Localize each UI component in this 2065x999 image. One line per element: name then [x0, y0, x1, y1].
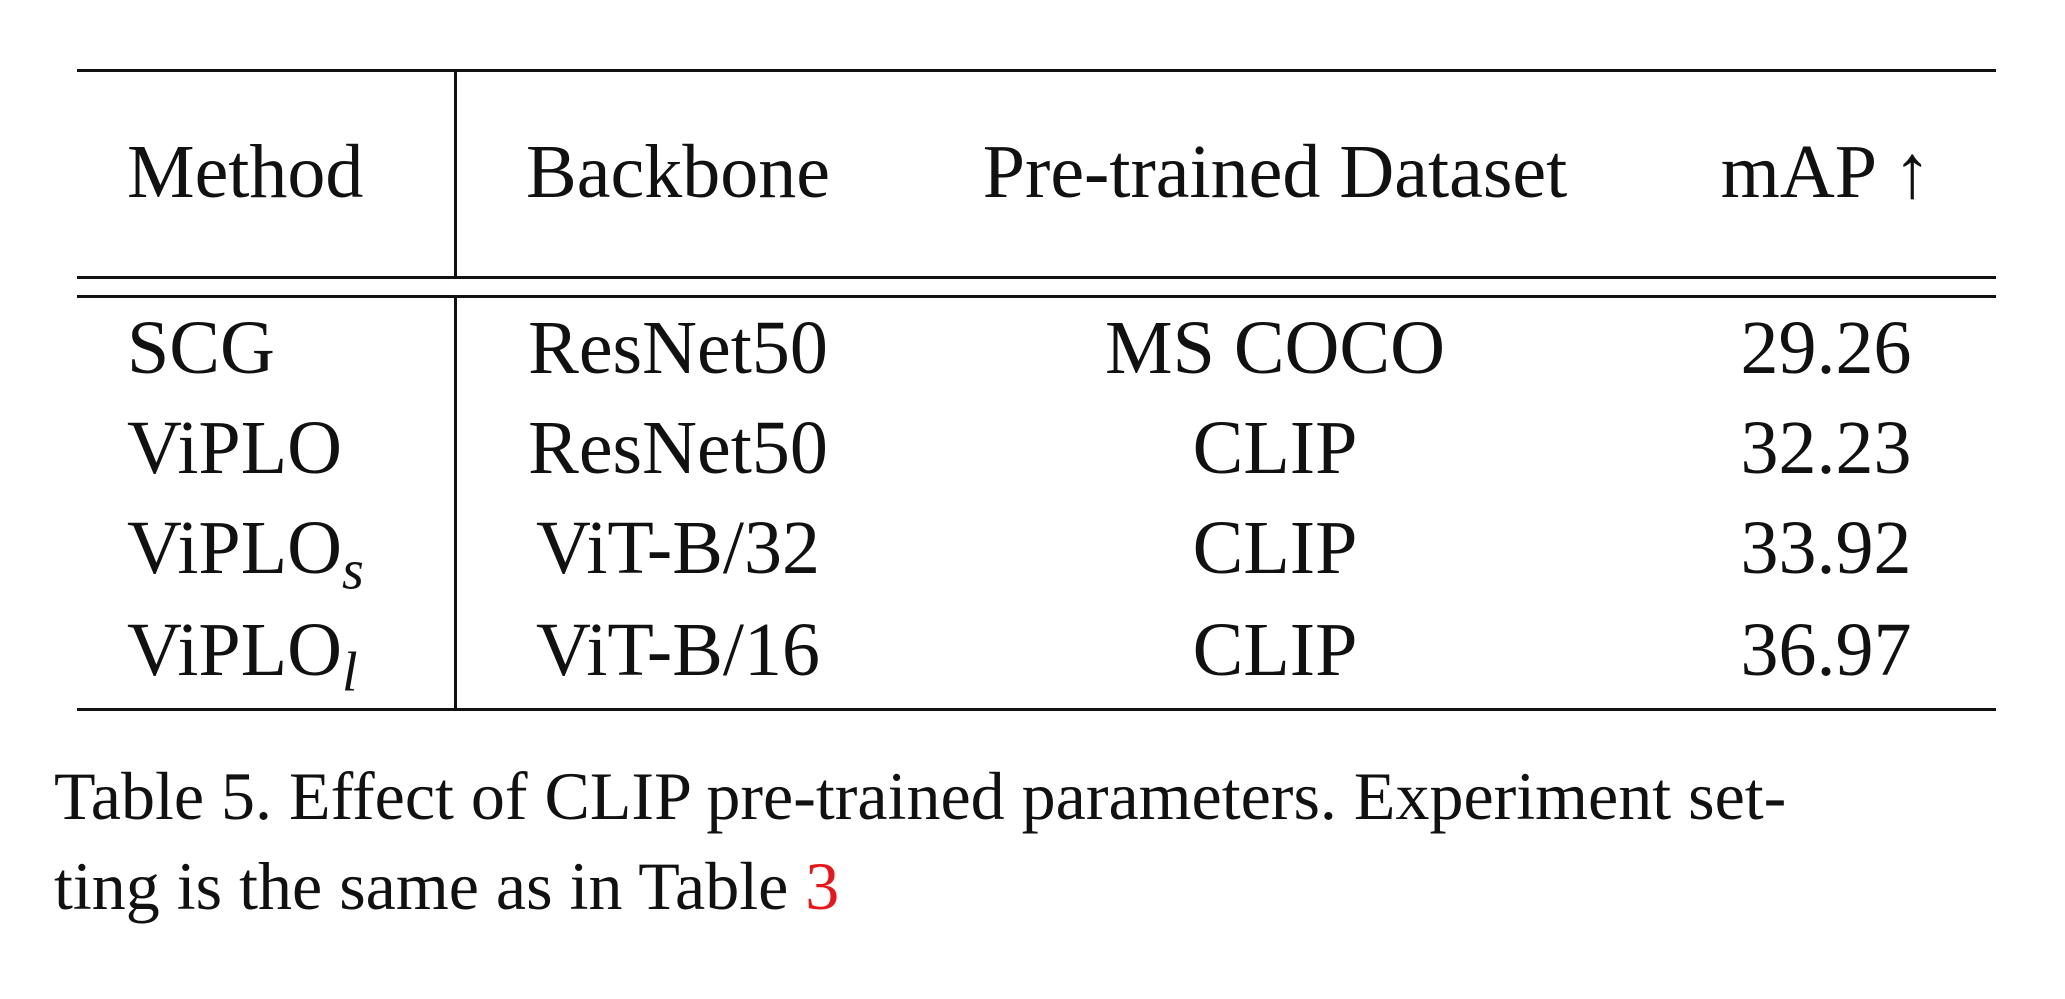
row-2-map: 32.23: [1740, 406, 1912, 490]
method-name: ViPLO: [127, 608, 343, 692]
table-bottom-rule: [77, 708, 1996, 711]
row-3-backbone: ViT-B/32: [536, 506, 820, 590]
method-name: SCG: [127, 306, 275, 390]
header-pretrained-dataset: Pre-trained Dataset: [982, 130, 1568, 214]
row-4-map: 36.97: [1740, 608, 1912, 692]
method-name: ViPLO: [127, 506, 343, 590]
row-4-backbone: ViT-B/16: [536, 608, 820, 692]
row-2-backbone: ResNet50: [528, 406, 828, 490]
row-3-method: ViPLOs: [127, 510, 364, 599]
caption-text: ting is the same as in Table: [54, 848, 806, 924]
header-backbone: Backbone: [526, 130, 830, 214]
row-1-backbone: ResNet50: [528, 306, 828, 390]
method-name: ViPLO: [127, 406, 343, 490]
row-2-method: ViPLO: [127, 410, 342, 486]
row-2-dataset: CLIP: [1192, 406, 1358, 490]
row-4-method: ViPLOl: [127, 612, 358, 701]
method-subscript: l: [342, 641, 358, 704]
method-column-divider-header: [454, 69, 457, 279]
table-caption-line-1: Table 5. Effect of CLIP pre-trained para…: [54, 758, 1787, 834]
table-reference-link[interactable]: 3: [805, 848, 840, 924]
header-double-rule-upper: [77, 276, 1996, 279]
row-4-dataset: CLIP: [1192, 608, 1358, 692]
header-method: Method: [127, 130, 364, 214]
table-top-rule: [77, 69, 1996, 72]
row-3-map: 33.92: [1740, 506, 1912, 590]
row-1-dataset: MS COCO: [1105, 306, 1445, 390]
row-1-method: SCG: [127, 310, 275, 386]
method-column-divider-body: [454, 295, 457, 711]
method-subscript: s: [342, 539, 364, 602]
row-1-map: 29.26: [1740, 306, 1912, 390]
header-map: mAP ↑: [1720, 130, 1932, 214]
row-3-dataset: CLIP: [1192, 506, 1358, 590]
table-caption-line-2: ting is the same as in Table 3: [54, 852, 1984, 920]
header-double-rule-lower: [77, 295, 1996, 298]
